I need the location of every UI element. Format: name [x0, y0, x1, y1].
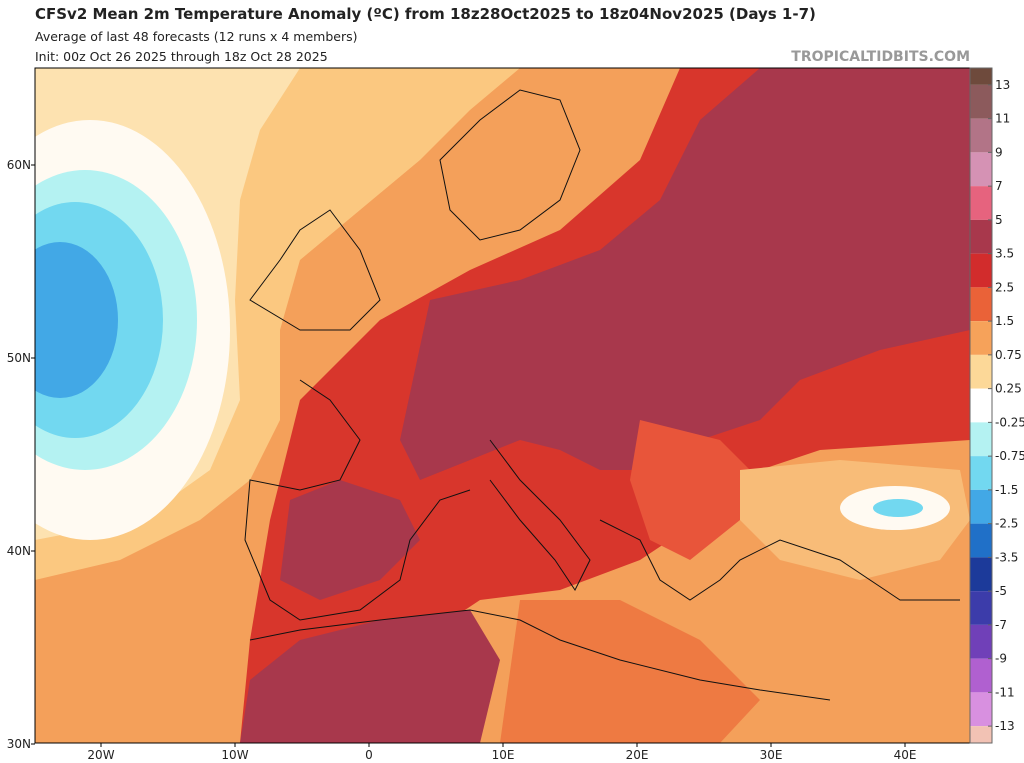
field [500, 600, 760, 743]
coastlines [244, 89, 960, 701]
colorbar-bin [970, 692, 992, 727]
colorbar-bin [970, 287, 992, 322]
field [400, 68, 970, 480]
colorbar-label: 0.75 [995, 348, 1022, 362]
colorbar-bin [970, 489, 992, 524]
lon-label: 20E [626, 748, 649, 762]
field [280, 480, 420, 600]
colorbar-bin [970, 557, 992, 592]
lon-label: 0 [365, 748, 373, 762]
lon-label: 20W [87, 748, 114, 762]
colorbar-bin [970, 388, 992, 423]
colorbar-label: -11 [995, 685, 1015, 699]
colorbar-bin [970, 186, 992, 220]
colorbar-label: 5 [995, 213, 1003, 227]
colorbar-bin [970, 523, 992, 558]
lon-label: 10W [221, 748, 248, 762]
colorbar-label: -1.5 [995, 483, 1018, 497]
lon-label: 40E [894, 748, 917, 762]
colorbar-bin [970, 726, 992, 743]
colorbar-label: 7 [995, 179, 1003, 193]
colorbar-label: 2.5 [995, 280, 1014, 294]
field [240, 610, 500, 743]
colorbar-label: -3.5 [995, 550, 1018, 564]
lat-label: 40N [7, 544, 31, 558]
colorbar-bin [970, 253, 992, 288]
colorbar-bin [970, 624, 992, 659]
colorbar-label: -2.5 [995, 517, 1018, 531]
colorbar-label: 3.5 [995, 247, 1014, 261]
colorbar-bin [970, 456, 992, 490]
colorbar-label: 13 [995, 78, 1010, 92]
colorbar-label: -13 [995, 719, 1015, 733]
colorbar-bin [970, 68, 992, 85]
axes: 60N 50N 40N 30N 20W 10W 0 10E 20E 30E 40E [7, 158, 917, 762]
map [35, 68, 970, 743]
colorbar-label: 0.25 [995, 382, 1022, 396]
field [35, 242, 118, 398]
lat-label: 60N [7, 158, 31, 172]
colorbar-bin [970, 422, 992, 457]
colorbar-bin [970, 84, 992, 119]
colorbar-bin [970, 591, 992, 625]
colorbar-bin [970, 152, 992, 187]
colorbar-label: 9 [995, 145, 1003, 159]
lat-label: 50N [7, 351, 31, 365]
colorbar-label: -9 [995, 652, 1007, 666]
colorbar-frame [969, 67, 993, 744]
colorbar-label: 11 [995, 112, 1010, 126]
colorbar-bin [970, 321, 992, 355]
colorbar-bin [970, 354, 992, 389]
colorbar-label: 1.5 [995, 314, 1014, 328]
colorbar-label: -7 [995, 618, 1007, 632]
colorbar-bin [970, 219, 992, 254]
colorbar-label: -0.25 [995, 415, 1024, 429]
colorbar-label: -0.75 [995, 449, 1024, 463]
lon-label: 30E [760, 748, 783, 762]
field [873, 499, 923, 517]
init-time: Init: 00z Oct 26 2025 through 18z Oct 28… [35, 49, 328, 64]
lat-label: 30N [7, 737, 31, 751]
colorbar: 13 11 9 7 5 3.5 2.5 1.5 0.75 0.25 -0.25 -0.75 -1.5 -2… [969, 67, 1024, 744]
watermark: TROPICALTIDBITS.COM [791, 49, 970, 65]
lon-label: 10E [492, 748, 515, 762]
colorbar-label: -5 [995, 584, 1007, 598]
field [630, 420, 760, 560]
subtitle: Average of last 48 forecasts (12 runs x … [35, 29, 357, 44]
colorbar-bin [970, 658, 992, 693]
colorbar-bin [970, 118, 992, 153]
title: CFSv2 Mean 2m Temperature Anomaly (ºC) f… [35, 5, 816, 23]
